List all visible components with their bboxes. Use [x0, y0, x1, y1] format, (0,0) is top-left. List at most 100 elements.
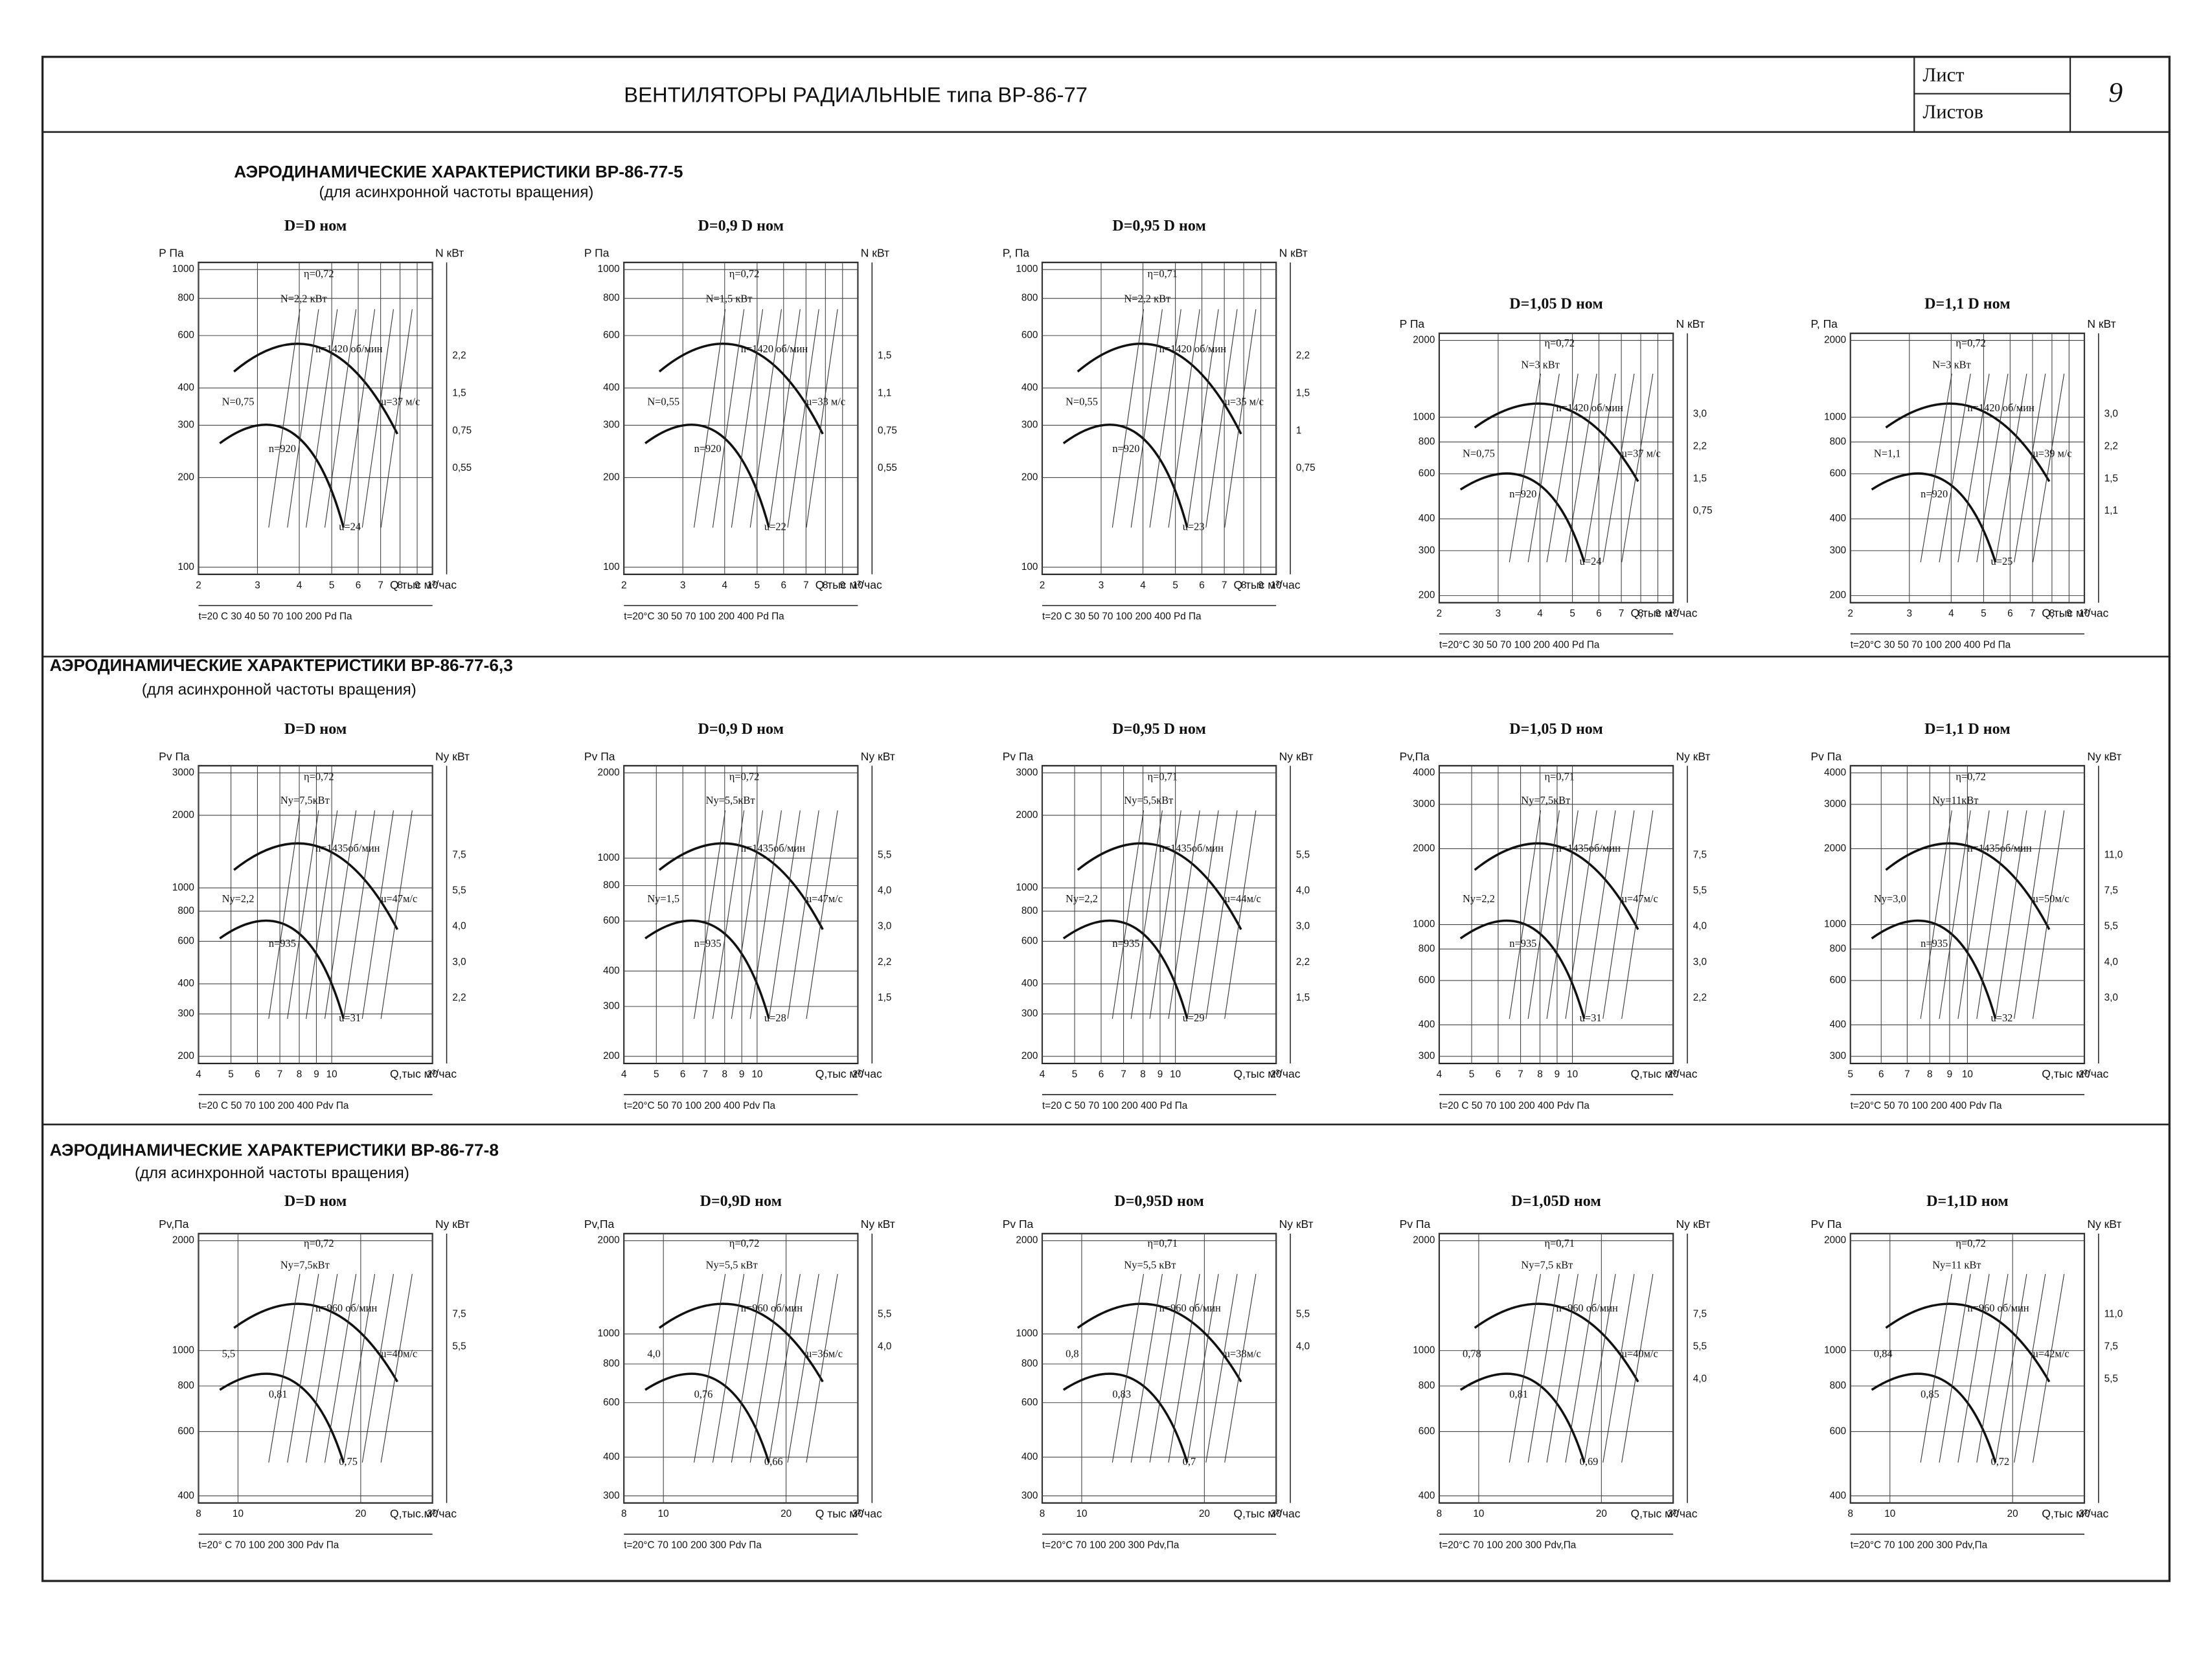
efficiency-line [287, 309, 319, 528]
efficiency-line [1527, 1274, 1560, 1463]
q-tick-label: 10 [751, 1069, 762, 1080]
x-axis-label: Q,тыс м³/час [2042, 1507, 2108, 1520]
efficiency-line [1205, 1274, 1238, 1463]
annotation: 0,81 [1509, 1388, 1528, 1400]
q-tick-label: 3 [1907, 608, 1913, 619]
p-tick-label: 800 [1830, 1380, 1847, 1391]
pressure-curve [1885, 402, 2051, 483]
efficiency-line [1149, 810, 1181, 1019]
efficiency-line [1995, 373, 2027, 563]
p-axis-label: Pv Па [159, 750, 190, 763]
efficiency-line [1168, 810, 1200, 1019]
q-tick-label: 9 [1655, 608, 1661, 619]
n-axis-label: Ny кВт [435, 750, 470, 763]
section-title: АЭРОДИНАМИЧЕСКИЕ ХАРАКТЕРИСТИКИ ВР-86-77… [50, 1141, 499, 1160]
p-tick-label: 200 [603, 472, 620, 483]
efficiency-line [2014, 1274, 2046, 1463]
efficiency-line [1509, 1274, 1541, 1463]
annotation: η=0,72 [1955, 770, 1986, 782]
q-tick-label: 8 [1241, 580, 1247, 591]
annotation: Ny=7,5 кВт [1521, 1258, 1573, 1271]
p-tick-label: 800 [1830, 943, 1847, 954]
annotation: n=1420 об/мин [741, 343, 808, 355]
efficiency-line [343, 1274, 376, 1463]
annotation: Ny=5,5кВт [706, 794, 755, 806]
p-axis-label: Pv Па [1400, 1218, 1431, 1231]
efficiency-line [1130, 1274, 1163, 1463]
annotation: Ny=2,2 [1066, 892, 1098, 905]
n-tick-label: 11,0 [2104, 1309, 2123, 1320]
plot-frame [198, 262, 433, 575]
q-tick-label: 8 [297, 1069, 302, 1080]
p-tick-label: 200 [603, 1050, 620, 1062]
p-tick-label: 3000 [1016, 767, 1038, 778]
annotation: n=960 об/мин [741, 1302, 803, 1314]
efficiency-line [1224, 309, 1257, 528]
efficiency-line [1168, 309, 1200, 528]
annotation: Ny=5,5 кВт [706, 1258, 758, 1271]
p-tick-label: 800 [177, 1380, 194, 1391]
efficiency-line [324, 309, 357, 528]
annotation: N=1,5 кВт [706, 293, 753, 305]
p-tick-label: 400 [603, 1451, 620, 1462]
annotation: 0,84 [1874, 1348, 1893, 1360]
p-tick-label: 800 [177, 293, 194, 304]
annotation: u=50м/с [2033, 892, 2069, 905]
annotation: n=920 [1509, 488, 1536, 500]
efficiency-line [2032, 373, 2065, 563]
p-axis-label: P, Па [1810, 317, 1838, 330]
annotation: η=0,72 [1955, 1237, 1986, 1249]
annotation: u=44м/с [1225, 892, 1261, 905]
efficiency-line [731, 1274, 764, 1463]
annotation: N=2,2 кВт [1124, 293, 1170, 305]
efficiency-line [1939, 810, 1971, 1019]
p-tick-label: 2000 [1824, 843, 1846, 854]
annotation: N=3 кВт [1932, 358, 1971, 370]
q-tick-label: 20 [1199, 1508, 1210, 1519]
annotation: 5,5 [222, 1348, 236, 1360]
efficiency-line [306, 309, 338, 528]
q-tick-label: 5 [755, 580, 760, 591]
annotation: η=0,71 [1544, 770, 1575, 782]
q-tick-label: 30 [2079, 1508, 2090, 1519]
n-tick-label: 5,5 [452, 1341, 466, 1352]
q-tick-label: 8 [397, 580, 403, 591]
p-tick-label: 400 [1419, 513, 1435, 524]
p-tick-label: 400 [603, 382, 620, 393]
p-tick-label: 300 [1021, 420, 1038, 431]
pressure-curve [1474, 842, 1639, 930]
p-tick-label: 600 [1419, 975, 1435, 986]
q-tick-label: 20 [781, 1508, 792, 1519]
pressure-curve [644, 424, 770, 528]
p-tick-label: 1000 [1413, 1345, 1435, 1356]
annotation: u=32 [1991, 1012, 2013, 1024]
annotation: n=1420 об/мин [315, 343, 383, 355]
annotation: 0,75 [339, 1455, 358, 1468]
q-tick-label: 9 [1258, 580, 1264, 591]
p-tick-label: 600 [1830, 1425, 1847, 1436]
q-tick-label: 30 [852, 1508, 863, 1519]
annotation: Ny=5,5 кВт [1124, 1258, 1176, 1271]
bottom-scale-label: t=20°C 30 50 70 100 200 400 Pd Па [624, 611, 784, 622]
q-tick-label: 3 [255, 580, 260, 591]
annotation: n=1435об/мин [1967, 842, 2032, 854]
efficiency-line [324, 810, 357, 1019]
q-tick-label: 7 [1619, 608, 1625, 619]
annotation: n=1420 об/мин [1967, 402, 2035, 414]
pressure-curve [1062, 919, 1189, 1019]
efficiency-line [1976, 810, 2009, 1019]
q-tick-label: 8 [196, 1508, 201, 1519]
q-tick-label: 8 [2049, 608, 2055, 619]
pressure-curve [1459, 919, 1586, 1019]
pressure-curve [658, 842, 824, 930]
section-subtitle: (для асинхронной частоты вращения) [319, 183, 594, 201]
n-tick-label: 7,5 [2104, 885, 2118, 896]
p-tick-label: 400 [177, 382, 194, 393]
annotation: 0,72 [1991, 1455, 2010, 1468]
plot-frame [1041, 1232, 1277, 1504]
x-axis-label: Q тыс м³/час [815, 1507, 882, 1520]
efficiency-line [380, 1274, 413, 1463]
section-subtitle: (для асинхронной частоты вращения) [142, 681, 416, 699]
annotation: n=960 об/мин [1556, 1302, 1618, 1314]
efficiency-line [1584, 1274, 1616, 1463]
